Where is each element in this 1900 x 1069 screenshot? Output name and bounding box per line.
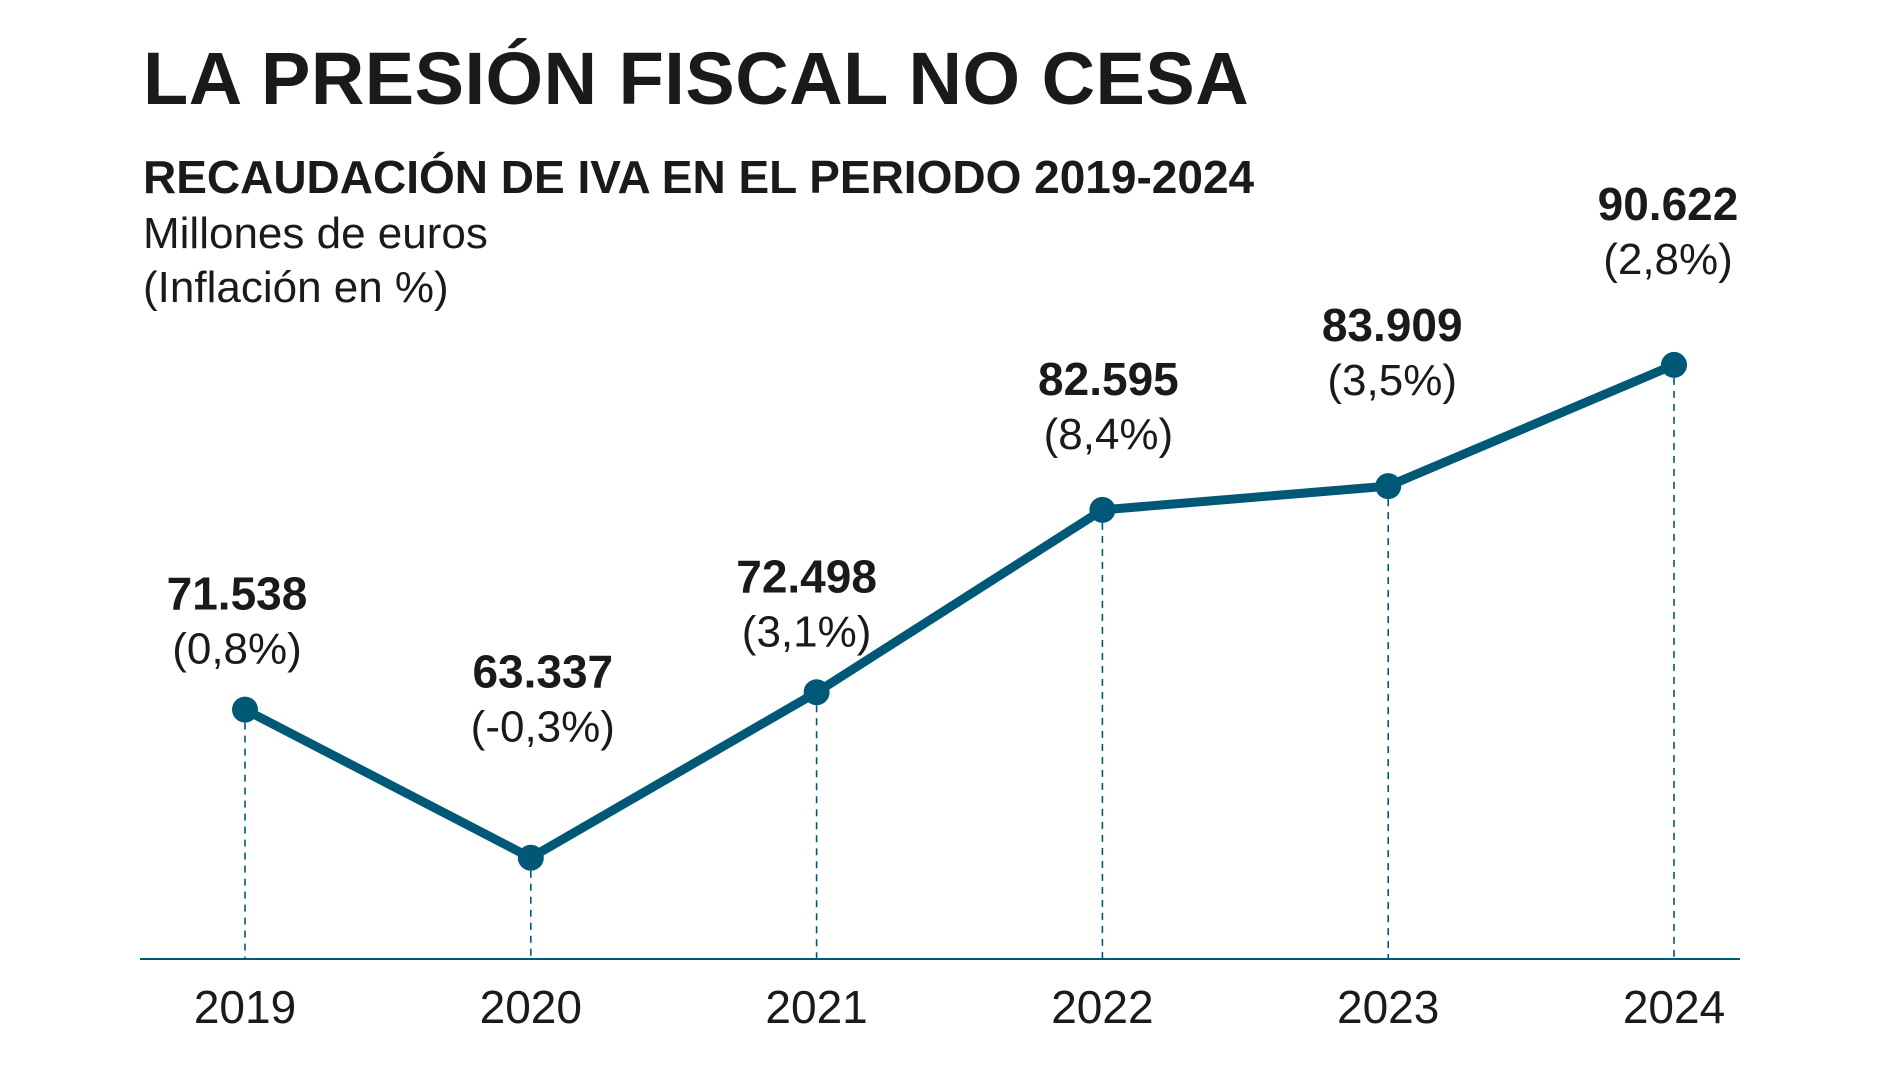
data-point-2022 — [1089, 496, 1116, 523]
data-point-2020 — [517, 844, 544, 871]
chart-title: LA PRESIÓN FISCAL NO CESA — [143, 37, 1250, 120]
data-point-2023 — [1375, 473, 1402, 500]
value-label-2024: 90.622 — [1598, 178, 1739, 230]
data-point-2019 — [232, 696, 258, 723]
x-tick-2022: 2022 — [1051, 981, 1153, 1033]
data-labels: 71.538 (0,8%) 63.337 (-0,3%) 72.498 (3,1%) 82.… — [167, 178, 1739, 752]
x-tick-2024: 2024 — [1623, 981, 1725, 1033]
x-tick-2021: 2021 — [765, 981, 867, 1033]
inflation-note: (Inflación en %) — [143, 263, 449, 312]
data-point-2024 — [1661, 351, 1687, 378]
inflation-label-2023: (3,5%) — [1327, 356, 1457, 405]
value-label-2023: 83.909 — [1322, 299, 1463, 351]
units-note: Millones de euros (Inflación en %) — [143, 207, 488, 315]
inflation-label-2020: (-0,3%) — [471, 703, 615, 752]
data-points — [232, 351, 1687, 871]
inflation-label-2024: (2,8%) — [1603, 235, 1733, 284]
inflation-label-2021: (3,1%) — [742, 607, 872, 656]
x-tick-labels: 2019 2020 2021 2022 2023 2024 — [194, 981, 1725, 1033]
inflation-label-2019: (0,8%) — [172, 625, 302, 674]
units-label: Millones de euros — [143, 209, 488, 258]
data-point-2021 — [803, 679, 830, 706]
series-line — [240, 360, 1679, 863]
value-label-2020: 63.337 — [472, 646, 613, 698]
inflation-label-2022: (8,4%) — [1044, 410, 1174, 459]
value-label-2019: 71.538 — [167, 568, 308, 620]
x-tick-2019: 2019 — [194, 981, 296, 1033]
guide-lines — [244, 364, 1675, 959]
value-label-2021: 72.498 — [736, 550, 877, 602]
chart-subtitle: RECAUDACIÓN DE IVA EN EL PERIODO 2019-20… — [143, 151, 1255, 203]
x-tick-2020: 2020 — [480, 981, 582, 1033]
value-label-2022: 82.595 — [1038, 353, 1179, 405]
x-tick-2023: 2023 — [1337, 981, 1439, 1033]
